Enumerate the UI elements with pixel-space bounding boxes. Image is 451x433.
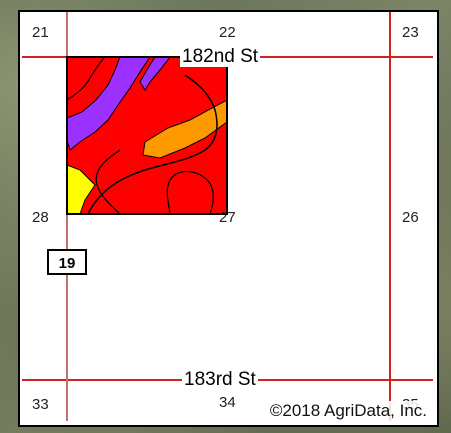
section-number-21: 21: [32, 24, 49, 41]
section-number-27: 27: [219, 209, 236, 226]
section-number-22: 22: [219, 24, 236, 41]
copyright-notice: ©2018 AgriData, Inc.: [267, 401, 429, 421]
road-label-182nd: 182nd St: [180, 46, 261, 67]
parcel-label-badge[interactable]: 19: [47, 249, 87, 275]
section-number-34: 34: [219, 394, 236, 411]
section-number-28: 28: [32, 209, 49, 226]
soil-line-curve-2: [166, 170, 214, 215]
soil-unit-orange: [142, 99, 228, 159]
section-number-23: 23: [402, 24, 419, 41]
soil-unit-purple: [66, 56, 151, 151]
soil-line-curve-3: [66, 56, 106, 101]
section-number-33: 33: [32, 396, 49, 413]
parcel-outline: [66, 56, 228, 215]
road-label-183rd: 183rd St: [182, 369, 258, 390]
section-number-26: 26: [402, 209, 419, 226]
soil-line-curve-4: [95, 149, 121, 215]
soil-line-curve-1: [87, 74, 218, 215]
soil-unit-purple-strip: [139, 56, 172, 91]
soil-map-parcel: [66, 56, 228, 215]
